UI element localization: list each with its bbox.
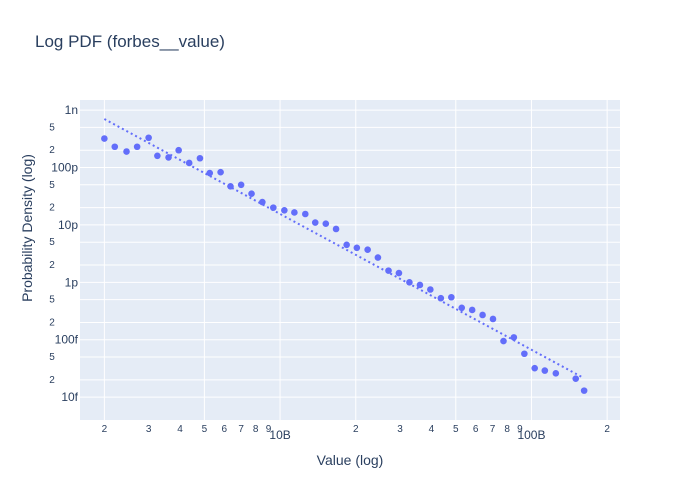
data-point	[165, 154, 172, 161]
data-point	[511, 334, 518, 341]
data-point	[427, 286, 434, 293]
y-minor-tick-label: 2	[49, 260, 55, 271]
x-minor-tick-label: 2	[604, 424, 610, 435]
data-point	[385, 267, 392, 274]
data-point	[396, 270, 403, 277]
x-minor-tick-label: 3	[397, 424, 403, 435]
data-point	[542, 367, 549, 374]
y-minor-tick-label: 2	[49, 375, 55, 386]
data-point	[145, 134, 152, 141]
y-minor-tick-label: 2	[49, 145, 55, 156]
data-point	[406, 279, 413, 286]
data-point	[438, 295, 445, 302]
data-point	[572, 375, 579, 382]
data-point	[312, 219, 319, 226]
x-tick-label: 10B	[269, 428, 290, 442]
y-tick-label: 1p	[65, 275, 79, 289]
data-point	[123, 148, 130, 155]
data-point	[206, 170, 213, 177]
y-minor-tick-label: 5	[49, 122, 55, 133]
x-minor-tick-label: 8	[504, 424, 510, 435]
x-minor-tick-label: 5	[453, 424, 459, 435]
y-minor-tick-label: 5	[49, 237, 55, 248]
x-minor-tick-label: 5	[202, 424, 208, 435]
data-point	[175, 147, 182, 154]
y-axis-title: Probability Density (log)	[19, 154, 35, 302]
data-point	[322, 220, 329, 227]
x-axis-title: Value (log)	[80, 452, 620, 468]
x-minor-tick-label: 7	[490, 424, 496, 435]
x-tick-label: 100B	[517, 428, 545, 442]
x-minor-tick-label: 4	[429, 424, 435, 435]
data-point	[154, 152, 161, 159]
y-tick-label: 1n	[65, 103, 78, 117]
data-point	[186, 160, 193, 167]
x-minor-tick-label: 2	[353, 424, 359, 435]
x-minor-tick-label: 7	[238, 424, 244, 435]
data-point	[458, 305, 465, 312]
x-minor-tick-label: 3	[146, 424, 152, 435]
y-minor-tick-label: 2	[49, 203, 55, 214]
x-minor-tick-label: 6	[222, 424, 228, 435]
plot-background	[80, 100, 620, 420]
data-point	[281, 207, 288, 214]
data-point	[375, 254, 382, 261]
data-point	[270, 204, 277, 211]
data-point	[111, 143, 118, 150]
data-point	[238, 182, 245, 189]
data-point	[197, 155, 204, 162]
data-point	[521, 350, 528, 357]
data-point	[101, 135, 108, 142]
data-point	[581, 387, 588, 394]
data-point	[490, 316, 497, 323]
data-point	[259, 199, 266, 206]
data-point	[291, 209, 298, 216]
x-minor-tick-label: 6	[473, 424, 479, 435]
data-point	[302, 211, 309, 218]
data-point	[479, 312, 486, 319]
x-minor-tick-label: 8	[253, 424, 259, 435]
x-minor-tick-label: 2	[102, 424, 108, 435]
data-point	[531, 365, 538, 372]
data-point	[333, 226, 340, 233]
data-point	[227, 183, 234, 190]
data-point	[354, 244, 361, 251]
y-minor-tick-label: 2	[49, 317, 55, 328]
data-point	[553, 370, 560, 377]
data-point	[248, 190, 255, 197]
y-tick-label: 100p	[51, 161, 78, 175]
data-point	[364, 246, 371, 253]
data-point	[217, 169, 224, 176]
data-point	[469, 307, 476, 314]
data-point	[448, 294, 455, 301]
data-point	[343, 242, 350, 249]
y-minor-tick-label: 5	[49, 295, 55, 306]
y-tick-label: 100f	[55, 333, 79, 347]
x-minor-tick-label: 4	[177, 424, 183, 435]
y-tick-label: 10f	[61, 390, 78, 404]
y-minor-tick-label: 5	[49, 352, 55, 363]
y-minor-tick-label: 5	[49, 180, 55, 191]
data-point	[500, 338, 507, 345]
data-point	[417, 282, 424, 289]
data-point	[134, 143, 141, 150]
y-tick-label: 10p	[58, 218, 78, 232]
